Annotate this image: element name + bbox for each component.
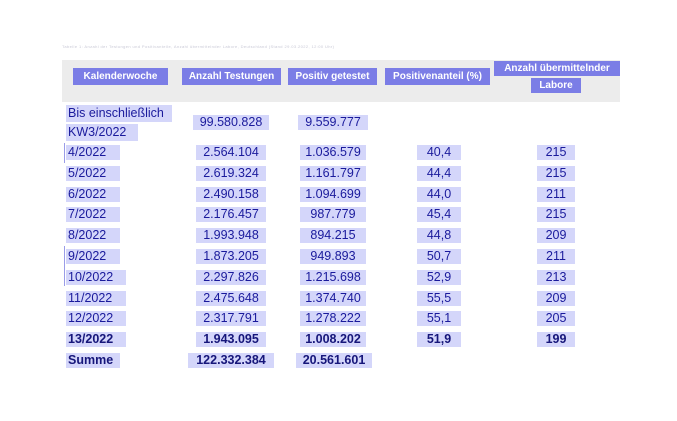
first-row-tests: 99.580.828: [193, 115, 269, 130]
row-share: 55,5: [417, 291, 461, 306]
first-row-week-line1: Bis einschließlich: [66, 105, 172, 122]
row-tests: 2.297.826: [196, 270, 266, 285]
first-row-week-line2: KW3/2022: [66, 124, 138, 141]
row-positive: 1.215.698: [300, 270, 366, 285]
row-labs: 211: [537, 249, 575, 264]
header-positive: Positiv getestet: [288, 68, 377, 85]
row-share: 55,1: [417, 311, 461, 326]
row-labs: 215: [537, 166, 575, 181]
row-share: 40,4: [417, 145, 461, 160]
sum-label: Summe: [66, 353, 120, 368]
row-tests: 1.993.948: [196, 228, 266, 243]
row-labs: 205: [537, 311, 575, 326]
row-share: 50,7: [417, 249, 461, 264]
header-tests: Anzahl Testungen: [182, 68, 281, 85]
row-labs: 209: [537, 291, 575, 306]
row-share: 52,9: [417, 270, 461, 285]
row-labs: 209: [537, 228, 575, 243]
row-positive: 1.278.222: [300, 311, 366, 326]
row-week: 5/2022: [66, 166, 120, 181]
row-tests: 2.490.158: [196, 187, 266, 202]
row-positive: 1.161.797: [300, 166, 366, 181]
row-edge-marker: [64, 246, 65, 286]
row-positive: 949.893: [300, 249, 366, 264]
header-week: Kalenderwoche: [73, 68, 168, 85]
row-tests: 2.176.457: [196, 207, 266, 222]
row-week: 13/2022: [66, 332, 126, 347]
row-positive: 987.779: [300, 207, 366, 222]
row-edge-marker: [64, 143, 65, 163]
row-positive: 1.094.699: [300, 187, 366, 202]
first-row-week: Bis einschließlich KW3/2022: [66, 105, 172, 143]
row-share: 44,4: [417, 166, 461, 181]
row-share: 45,4: [417, 207, 461, 222]
row-labs: 211: [537, 187, 575, 202]
sum-tests: 122.332.384: [188, 353, 274, 368]
row-labs: 215: [537, 207, 575, 222]
row-positive: 1.374.740: [300, 291, 366, 306]
row-positive: 894.215: [300, 228, 366, 243]
row-week: 7/2022: [66, 207, 120, 222]
row-week: 4/2022: [66, 145, 120, 160]
sum-positive: 20.561.601: [296, 353, 372, 368]
header-labs-line1: Anzahl übermittelnder: [494, 61, 620, 76]
row-share: 51,9: [417, 332, 461, 347]
row-week: 11/2022: [66, 291, 126, 306]
header-share: Positivenanteil (%): [385, 68, 490, 85]
row-week: 12/2022: [66, 311, 126, 326]
header-labs-line2: Labore: [531, 78, 581, 93]
row-positive: 1.036.579: [300, 145, 366, 160]
row-labs: 199: [537, 332, 575, 347]
row-share: 44,8: [417, 228, 461, 243]
table-caption: Tabelle 1: Anzahl der Testungen und Posi…: [62, 44, 335, 49]
row-tests: 1.943.095: [196, 332, 266, 347]
row-tests: 2.619.324: [196, 166, 266, 181]
row-tests: 2.475.648: [196, 291, 266, 306]
row-tests: 1.873.205: [196, 249, 266, 264]
first-row-positive: 9.559.777: [298, 115, 368, 130]
row-labs: 213: [537, 270, 575, 285]
row-week: 10/2022: [66, 270, 126, 285]
row-positive: 1.008.202: [300, 332, 366, 347]
row-tests: 2.564.104: [196, 145, 266, 160]
row-week: 8/2022: [66, 228, 120, 243]
row-labs: 215: [537, 145, 575, 160]
row-share: 44,0: [417, 187, 461, 202]
row-week: 6/2022: [66, 187, 120, 202]
row-tests: 2.317.791: [196, 311, 266, 326]
row-week: 9/2022: [66, 249, 120, 264]
